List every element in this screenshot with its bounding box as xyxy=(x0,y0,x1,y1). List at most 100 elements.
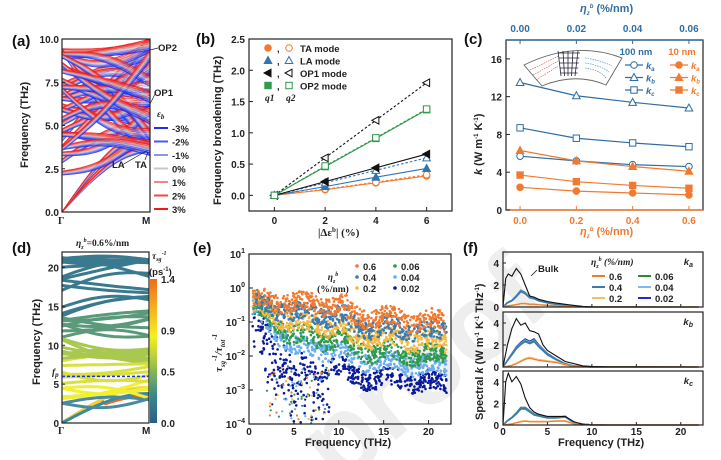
panel-e-outlier-point xyxy=(275,411,278,414)
panel-e-point xyxy=(386,376,390,379)
panel-e-point xyxy=(282,329,286,332)
panel-e-point xyxy=(394,322,398,325)
panel-d-optical-branch xyxy=(62,378,149,385)
panel-e-point xyxy=(336,308,339,312)
panel-e-point xyxy=(402,335,405,339)
panel-e-point xyxy=(316,388,319,392)
panel-f-y-tick: 0 xyxy=(493,363,499,374)
panel-e-point xyxy=(410,349,414,353)
inset-lattice-line xyxy=(571,50,574,77)
panel-e-point xyxy=(343,335,347,339)
panel-e-point xyxy=(317,406,321,409)
panel-e-point xyxy=(405,349,409,352)
panel-e-point xyxy=(292,340,296,344)
panel-e-point xyxy=(339,313,343,317)
panel-e-point xyxy=(258,309,262,312)
panel-e-outlier-point xyxy=(280,367,283,370)
panel-e-point xyxy=(374,379,377,383)
panel-e-point xyxy=(278,376,282,379)
panel-e-frame xyxy=(248,253,452,425)
panel-e-point xyxy=(303,328,306,332)
panel-e-point xyxy=(292,294,295,298)
panel-e-point xyxy=(434,356,437,360)
panel-e-point xyxy=(260,295,264,299)
panel-e-point xyxy=(366,387,370,390)
panel-e-point xyxy=(392,334,395,338)
panel-c-legend-marker xyxy=(630,86,638,94)
panel-e-outlier-point xyxy=(268,405,271,408)
panel-e-point xyxy=(364,331,368,334)
panel-e-point xyxy=(408,379,411,382)
inset-lattice-line xyxy=(562,50,565,77)
panel-e-point xyxy=(424,330,428,333)
panel-e-point xyxy=(370,341,374,345)
panel-e-point xyxy=(377,340,381,343)
panel-e-point xyxy=(410,346,413,350)
panel-a-y-tick: 2.5 xyxy=(45,165,59,176)
panel-e-point xyxy=(426,354,429,358)
panel-b-data-point xyxy=(320,176,329,187)
panel-e-point xyxy=(259,329,262,333)
panel-e-point xyxy=(321,320,324,323)
panel-e-point xyxy=(357,334,360,337)
panel-e-point xyxy=(391,372,394,375)
panel-e-point xyxy=(442,384,445,387)
panel-e-point xyxy=(443,330,447,333)
panel-e-point xyxy=(306,349,310,352)
panel-e-point xyxy=(316,334,320,338)
panel-e-point xyxy=(391,354,394,358)
panel-e-point xyxy=(275,309,279,312)
panel-d-optical-branch xyxy=(62,254,149,262)
panel-e-point xyxy=(350,322,354,326)
panel-e-point xyxy=(409,356,413,360)
panel-e-point xyxy=(357,381,360,385)
panel-c-data-point xyxy=(628,181,637,190)
panel-e-point xyxy=(311,338,315,342)
panel-e-point xyxy=(332,339,336,343)
panel-d-optical-branch xyxy=(62,387,149,399)
panel-c-legend-100nm: 100 nm xyxy=(620,47,653,58)
panel-e-point xyxy=(274,324,277,327)
panel-e-point xyxy=(441,344,445,347)
panel-e-point xyxy=(260,305,264,309)
panel-e-point xyxy=(342,330,345,334)
panel-e-point xyxy=(259,312,263,316)
panel-e-point xyxy=(389,362,392,366)
panel-e-point xyxy=(312,335,316,339)
panel-e-point xyxy=(365,389,368,392)
panel-e-point xyxy=(265,338,269,342)
panel-e-point xyxy=(324,320,327,324)
panel-f-subplot-label: kc xyxy=(684,376,693,388)
panel-b-x-label: |Δεb| (%) xyxy=(318,226,360,239)
panel-d-y-tick: 0 xyxy=(53,419,59,430)
panel-e-x-tick: 15 xyxy=(378,427,390,438)
panel-a-band-line xyxy=(61,65,151,125)
panel-e-point xyxy=(306,341,310,345)
panel-e-point xyxy=(378,359,382,362)
panel-e-point xyxy=(390,346,393,349)
panel-e-point xyxy=(329,340,333,344)
panel-e-point xyxy=(319,310,322,313)
panel-e-point xyxy=(415,317,419,321)
panel-e-point xyxy=(411,353,414,357)
panel-e-point xyxy=(367,369,371,372)
panel-e-point xyxy=(351,374,354,378)
panel-e-point xyxy=(435,320,439,324)
panel-e-point xyxy=(374,368,378,371)
panel-e-y-label: τsg-1/τtot-1 xyxy=(211,334,227,372)
panel-e-point xyxy=(320,326,324,329)
panel-e-point xyxy=(294,352,297,356)
panel-e-legend-label: 0.2 xyxy=(363,284,376,295)
panel-e-point xyxy=(412,390,416,393)
panel-e-point xyxy=(262,342,266,345)
panel-e-point xyxy=(420,390,424,393)
panel-e-point xyxy=(411,339,415,343)
panel-e-point xyxy=(257,293,261,296)
panel-f-subplot-label: ka xyxy=(684,257,693,269)
panel-b-data-point xyxy=(421,149,431,159)
panel-e-point xyxy=(415,323,419,326)
panel-e-outlier-point xyxy=(304,398,307,401)
panel-e-point xyxy=(368,356,372,360)
panel-e-point xyxy=(423,345,426,349)
panel-e-point xyxy=(335,348,338,352)
